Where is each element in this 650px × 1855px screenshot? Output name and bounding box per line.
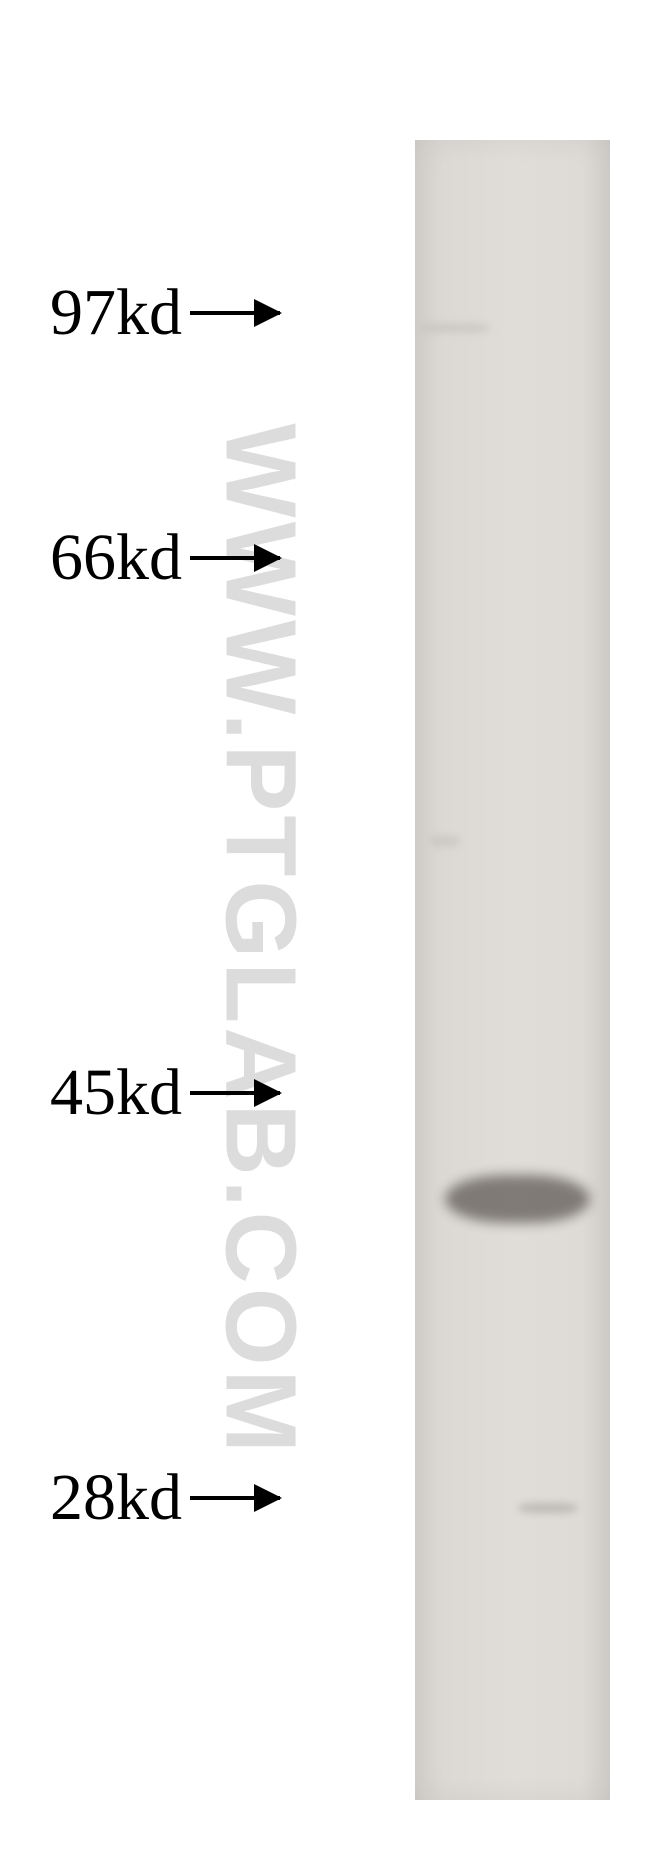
marker-label: 97kd (50, 275, 182, 351)
arrow-icon (190, 1496, 280, 1500)
protein-band (445, 1175, 590, 1223)
arrow-icon (190, 1091, 280, 1095)
marker-row: 97kd (50, 275, 280, 351)
blot-lane (415, 140, 610, 1800)
marker-row: 66kd (50, 520, 280, 596)
marker-row: 45kd (50, 1055, 280, 1131)
marker-label: 45kd (50, 1055, 182, 1131)
faint-mark (430, 835, 460, 847)
marker-label: 66kd (50, 520, 182, 596)
marker-row: 28kd (50, 1460, 280, 1536)
faint-mark (420, 323, 490, 333)
faint-mark (518, 1503, 578, 1513)
arrow-icon (190, 311, 280, 315)
marker-label: 28kd (50, 1460, 182, 1536)
western-blot-figure: WWW.PTGLAB.COM 97kd66kd45kd28kd (0, 0, 650, 1855)
arrow-icon (190, 556, 280, 560)
